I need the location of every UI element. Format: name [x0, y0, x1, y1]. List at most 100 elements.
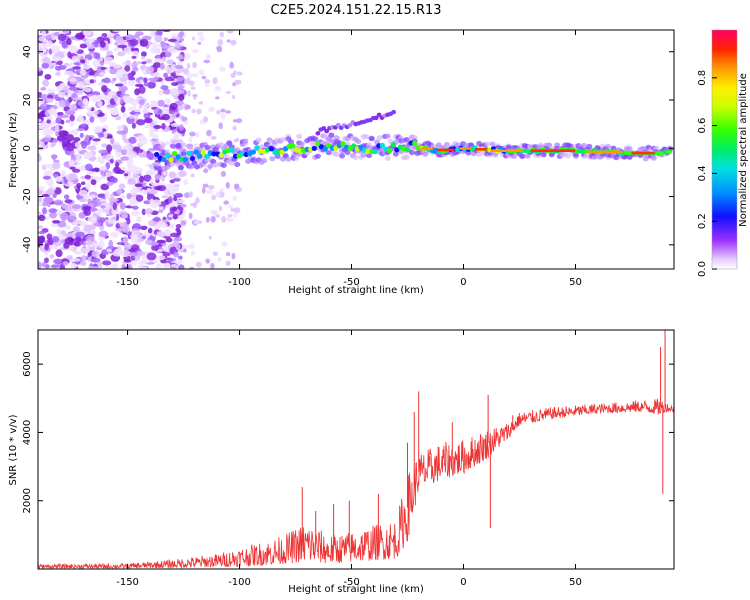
heatmap-cell — [208, 235, 212, 240]
heatmap-cell — [158, 89, 164, 96]
heatmap-cell — [161, 219, 168, 223]
heatmap-cell — [44, 257, 49, 264]
heatmap-cell — [171, 82, 179, 86]
heatmap-cell — [72, 97, 83, 101]
heatmap-cell — [154, 133, 159, 140]
heatmap-cell — [128, 136, 137, 144]
heatmap-cell — [138, 85, 146, 94]
heatmap-cell — [90, 216, 97, 224]
heatmap-cell — [195, 261, 202, 268]
heatmap-cell — [92, 138, 101, 142]
heatmap-cell — [69, 61, 74, 70]
heatmap-cell — [182, 208, 186, 215]
heatmap-cell — [108, 239, 114, 248]
heatmap-cell — [121, 132, 127, 141]
heatmap-cell — [363, 134, 370, 140]
y-tick-label: -20 — [22, 188, 33, 204]
heatmap-cell — [189, 266, 195, 269]
heatmap-cell — [143, 77, 148, 84]
heatmap-cell — [586, 150, 623, 154]
heatmap-cell — [666, 149, 672, 155]
heatmap-cell — [141, 191, 148, 195]
heatmap-cell — [66, 255, 73, 260]
heatmap-cell — [156, 30, 163, 37]
heatmap-cell — [81, 141, 88, 149]
heatmap-cell — [129, 47, 139, 51]
heatmap-cell — [150, 46, 160, 54]
heatmap-cell — [219, 187, 225, 193]
heatmap-cell — [218, 205, 222, 212]
heatmap-cell — [73, 250, 79, 254]
heatmap-cell — [275, 149, 282, 155]
heatmap-cell — [203, 168, 209, 174]
heatmap-cell — [89, 116, 95, 123]
heatmap-cell — [126, 158, 134, 166]
heatmap-panel: -150 -100 -50 0 50 -40 -20 0 20 40 Height of stra… — [8, 29, 675, 296]
heatmap-cell — [122, 236, 129, 244]
heatmap-cell — [149, 178, 155, 185]
heatmap-cell — [198, 35, 205, 42]
heatmap-cell — [38, 112, 46, 117]
heatmap-cell — [121, 213, 128, 219]
heatmap-cell — [57, 33, 67, 42]
heatmap-cell — [183, 179, 189, 185]
heatmap-cell — [206, 129, 212, 137]
heatmap-cell — [144, 208, 153, 215]
heatmap-cell — [50, 223, 59, 227]
heatmap-cell — [122, 145, 132, 151]
heatmap-cell — [220, 112, 226, 120]
heatmap-cell — [42, 44, 47, 53]
heatmap-cell — [77, 81, 84, 89]
heatmap-cell — [119, 202, 126, 210]
heatmap-cell — [183, 120, 189, 125]
heatmap-cell — [155, 263, 162, 269]
heatmap-cell — [116, 144, 122, 153]
heatmap-cell — [279, 136, 286, 142]
heatmap-cell — [190, 173, 195, 178]
heatmap-cell — [226, 30, 234, 34]
heatmap-cell — [52, 154, 57, 161]
colorbar-label: Normalized spectral amplitude — [738, 73, 749, 227]
heatmap-cell — [150, 79, 158, 83]
heatmap-cell — [61, 138, 67, 145]
heatmap-cell — [71, 55, 79, 63]
heatmap-cell — [322, 146, 328, 152]
heatmap-cell — [201, 75, 207, 80]
heatmap-cell — [178, 170, 187, 177]
heatmap-cell — [74, 141, 81, 148]
heatmap-cell — [66, 38, 72, 46]
heatmap-cell — [100, 205, 105, 209]
snr-x-axis-label: Height of straight line (km) — [288, 584, 424, 595]
heatmap-cell — [126, 218, 131, 225]
heatmap-cell — [72, 226, 81, 233]
heatmap-cell — [564, 153, 571, 159]
heatmap-cell — [177, 165, 184, 171]
heatmap-cell — [333, 151, 340, 157]
heatmap-cell — [114, 83, 124, 87]
heatmap-cell — [38, 36, 49, 42]
heatmap-cell — [203, 116, 208, 123]
heatmap-cell — [46, 178, 55, 186]
heatmap-cell — [164, 230, 171, 237]
heatmap-cell — [171, 206, 178, 212]
heatmap-cell — [379, 142, 386, 148]
heatmap-cell — [138, 139, 148, 146]
heatmap-cell — [180, 220, 187, 226]
heatmap-cell — [394, 147, 400, 153]
heatmap-cell — [177, 85, 184, 90]
heatmap-cell — [105, 153, 112, 161]
heatmap-cell — [168, 110, 175, 115]
heatmap-cell — [372, 149, 378, 155]
heatmap-cell — [139, 225, 148, 230]
heatmap-cell — [45, 115, 54, 121]
heatmap-cell — [42, 175, 52, 180]
heatmap-cell — [191, 73, 199, 78]
heatmap-cell — [184, 52, 191, 60]
heatmap-cell — [41, 62, 50, 69]
heatmap-cell — [145, 67, 151, 75]
y-tick-label: 2000 — [22, 488, 33, 513]
heatmap-cell — [124, 65, 131, 72]
heatmap-cell — [46, 119, 52, 124]
heatmap-cell — [376, 112, 382, 117]
heatmap-cell — [69, 247, 75, 251]
